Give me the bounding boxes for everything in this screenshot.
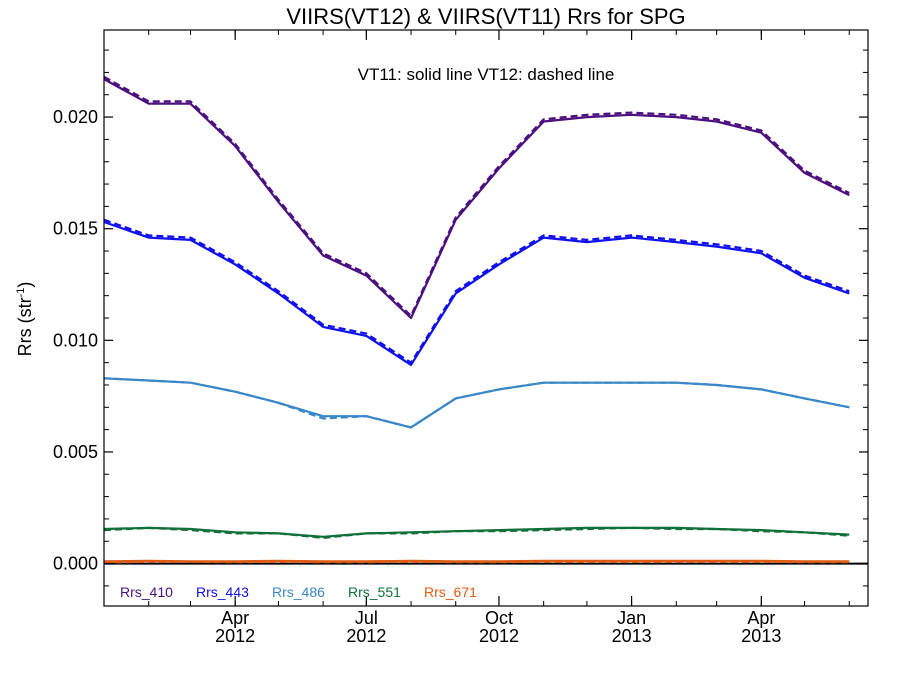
x-tick-month-label: Jul bbox=[355, 608, 378, 628]
legend-entry-rrs-410: Rrs_410 bbox=[120, 584, 173, 600]
x-tick-year-label: 2012 bbox=[479, 626, 519, 646]
legend-entry-rrs-551: Rrs_551 bbox=[348, 584, 401, 600]
plot-area bbox=[104, 77, 868, 564]
y-tick-label: 0.005 bbox=[53, 442, 98, 462]
x-tick-year-label: 2013 bbox=[741, 626, 781, 646]
legend-entry-rrs-671: Rrs_671 bbox=[424, 584, 477, 600]
axes: 0.0000.0050.0100.0150.020Apr2012Jul2012O… bbox=[53, 30, 868, 646]
series-line-vt12-rrs-486 bbox=[104, 378, 849, 427]
plot-frame bbox=[104, 30, 868, 606]
y-axis-label-close: ) bbox=[15, 282, 35, 288]
y-axis-label-sup: -1 bbox=[15, 288, 27, 298]
series-line-vt11-rrs-410 bbox=[104, 79, 849, 318]
legend-entry-rrs-486: Rrs_486 bbox=[272, 584, 325, 600]
y-axis-label-main: Rrs (str bbox=[15, 297, 35, 356]
line-style-annotation: VT11: solid line VT12: dashed line bbox=[358, 65, 615, 84]
x-tick-month-label: Oct bbox=[485, 608, 513, 628]
legend-entry-rrs-443: Rrs_443 bbox=[196, 584, 249, 600]
y-tick-label: 0.000 bbox=[53, 554, 98, 574]
y-tick-label: 0.020 bbox=[53, 107, 98, 127]
x-tick-month-label: Jan bbox=[617, 608, 646, 628]
series-line-vt12-rrs-443 bbox=[104, 220, 849, 363]
x-tick-month-label: Apr bbox=[747, 608, 775, 628]
chart-title: VIIRS(VT12) & VIIRS(VT11) Rrs for SPG bbox=[286, 4, 685, 29]
legend: Rrs_410 Rrs_443 Rrs_486 Rrs_551 Rrs_671 bbox=[120, 584, 477, 600]
x-tick-year-label: 2012 bbox=[346, 626, 386, 646]
series-line-vt11-rrs-443 bbox=[104, 222, 849, 365]
series-line-vt11-rrs-486 bbox=[104, 378, 849, 427]
x-tick-month-label: Apr bbox=[221, 608, 249, 628]
x-tick-year-label: 2013 bbox=[612, 626, 652, 646]
y-axis-label: Rrs (str-1) bbox=[15, 282, 35, 357]
y-tick-label: 0.010 bbox=[53, 330, 98, 350]
x-tick-year-label: 2012 bbox=[215, 626, 255, 646]
y-tick-label: 0.015 bbox=[53, 219, 98, 239]
